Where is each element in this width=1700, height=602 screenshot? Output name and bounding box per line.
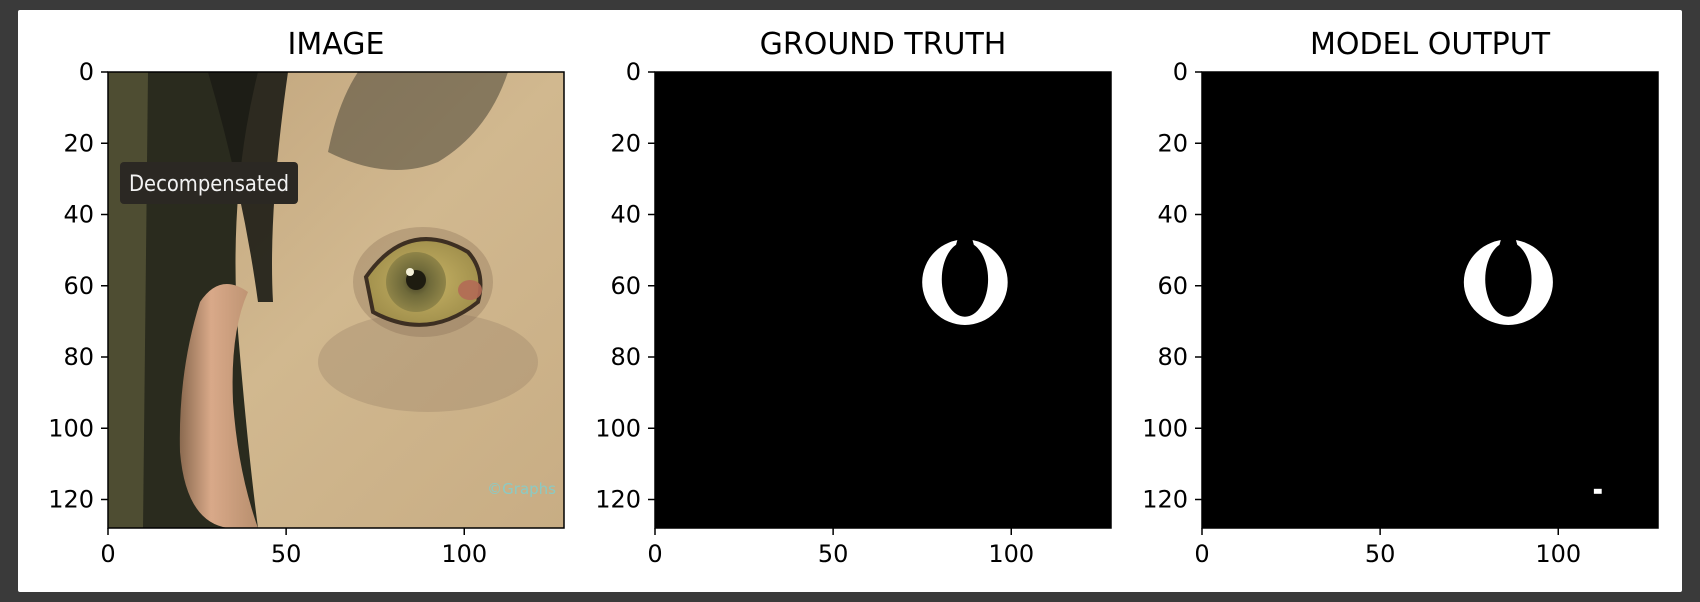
plot-frame bbox=[654, 71, 1112, 529]
watermark: ©Graphs bbox=[487, 480, 556, 498]
dark-background-edge bbox=[108, 72, 148, 528]
ring-notch bbox=[1499, 238, 1518, 245]
x-tick-label: 100 bbox=[441, 540, 487, 568]
ring-notch bbox=[956, 238, 974, 245]
y-tick-label: 80 bbox=[610, 343, 641, 371]
y-tick-label: 120 bbox=[595, 486, 641, 514]
y-tick-label: 60 bbox=[63, 272, 94, 300]
image-plot-area: Decompensated ©Graphs 0 50 100 0 20 40 60 80 100… bbox=[48, 58, 565, 568]
y-tick-label: 20 bbox=[1157, 129, 1188, 157]
y-tick-label: 0 bbox=[626, 58, 641, 86]
mask-region bbox=[922, 239, 1008, 325]
mask-speck bbox=[1593, 488, 1602, 494]
y-tick-label: 80 bbox=[1157, 343, 1188, 371]
overlay-label: Decompensated bbox=[129, 172, 289, 197]
y-tick-label: 40 bbox=[1157, 201, 1188, 229]
y-tick-label: 120 bbox=[1142, 486, 1188, 514]
panel-ground-truth: GROUND TRUTH 0 50 100 0 20 40 60 80 100 120 bbox=[595, 27, 1112, 568]
y-tick-label: 100 bbox=[48, 414, 94, 442]
y-tick-label: 0 bbox=[1173, 58, 1188, 86]
axes: 0 50 100 0 20 40 60 80 100 120 bbox=[1142, 58, 1581, 568]
x-tick-label: 0 bbox=[100, 540, 115, 568]
y-tick-label: 60 bbox=[610, 272, 641, 300]
x-tick-label: 50 bbox=[271, 540, 302, 568]
y-tick-label: 80 bbox=[63, 343, 94, 371]
x-tick-label: 50 bbox=[818, 540, 849, 568]
y-tick-label: 40 bbox=[63, 201, 94, 229]
y-tick-label: 20 bbox=[610, 129, 641, 157]
eye-highlight bbox=[406, 268, 414, 276]
x-tick-label: 100 bbox=[988, 540, 1034, 568]
axes: 0 50 100 0 20 40 60 80 100 120 bbox=[48, 58, 487, 568]
y-tick-label: 0 bbox=[79, 58, 94, 86]
mask-background bbox=[1202, 72, 1658, 528]
caruncle bbox=[458, 280, 482, 300]
eyebrow bbox=[328, 72, 508, 170]
y-tick-label: 40 bbox=[610, 201, 641, 229]
mask-background bbox=[655, 72, 1111, 528]
panel-title: GROUND TRUTH bbox=[760, 27, 1007, 62]
y-tick-label: 100 bbox=[1142, 414, 1188, 442]
mask-region bbox=[1463, 239, 1553, 325]
ear bbox=[179, 284, 258, 528]
figure: IMAGE bbox=[18, 10, 1682, 592]
plot-frame bbox=[107, 71, 565, 529]
x-tick-label: 0 bbox=[647, 540, 662, 568]
figure-canvas: IMAGE bbox=[48, 27, 1659, 568]
y-tick-label: 20 bbox=[63, 129, 94, 157]
y-tick-label: 60 bbox=[1157, 272, 1188, 300]
panel-image: IMAGE bbox=[48, 27, 565, 568]
x-tick-label: 100 bbox=[1535, 540, 1581, 568]
mask-plot-area: 0 50 100 0 20 40 60 80 100 120 bbox=[595, 58, 1112, 568]
y-tick-label: 100 bbox=[595, 414, 641, 442]
overlay-label-box bbox=[120, 162, 298, 204]
x-tick-label: 50 bbox=[1365, 540, 1396, 568]
mask-plot-area: 0 50 100 0 20 40 60 80 100 120 bbox=[1142, 58, 1659, 568]
under-eye-shadow bbox=[318, 312, 538, 412]
y-tick-label: 120 bbox=[48, 486, 94, 514]
x-tick-label: 0 bbox=[1194, 540, 1209, 568]
photo-eye: Decompensated ©Graphs bbox=[108, 72, 564, 528]
axes: 0 50 100 0 20 40 60 80 100 120 bbox=[595, 58, 1034, 568]
panel-title: MODEL OUTPUT bbox=[1310, 27, 1551, 62]
panel-title: IMAGE bbox=[288, 27, 385, 62]
plot-frame bbox=[1201, 71, 1659, 529]
panel-model-output: MODEL OUTPUT 0 50 100 0 20 40 60 80 100 120 bbox=[1142, 27, 1659, 568]
